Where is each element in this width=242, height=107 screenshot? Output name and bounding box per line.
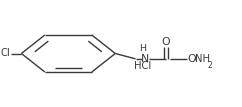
Text: HCl: HCl [134, 61, 152, 71]
Text: N: N [140, 54, 149, 64]
Text: O: O [162, 37, 170, 47]
Text: NH: NH [195, 54, 210, 64]
Text: 2: 2 [208, 61, 212, 70]
Text: H: H [139, 44, 146, 53]
Text: Cl: Cl [1, 48, 10, 59]
Text: O: O [188, 54, 196, 64]
